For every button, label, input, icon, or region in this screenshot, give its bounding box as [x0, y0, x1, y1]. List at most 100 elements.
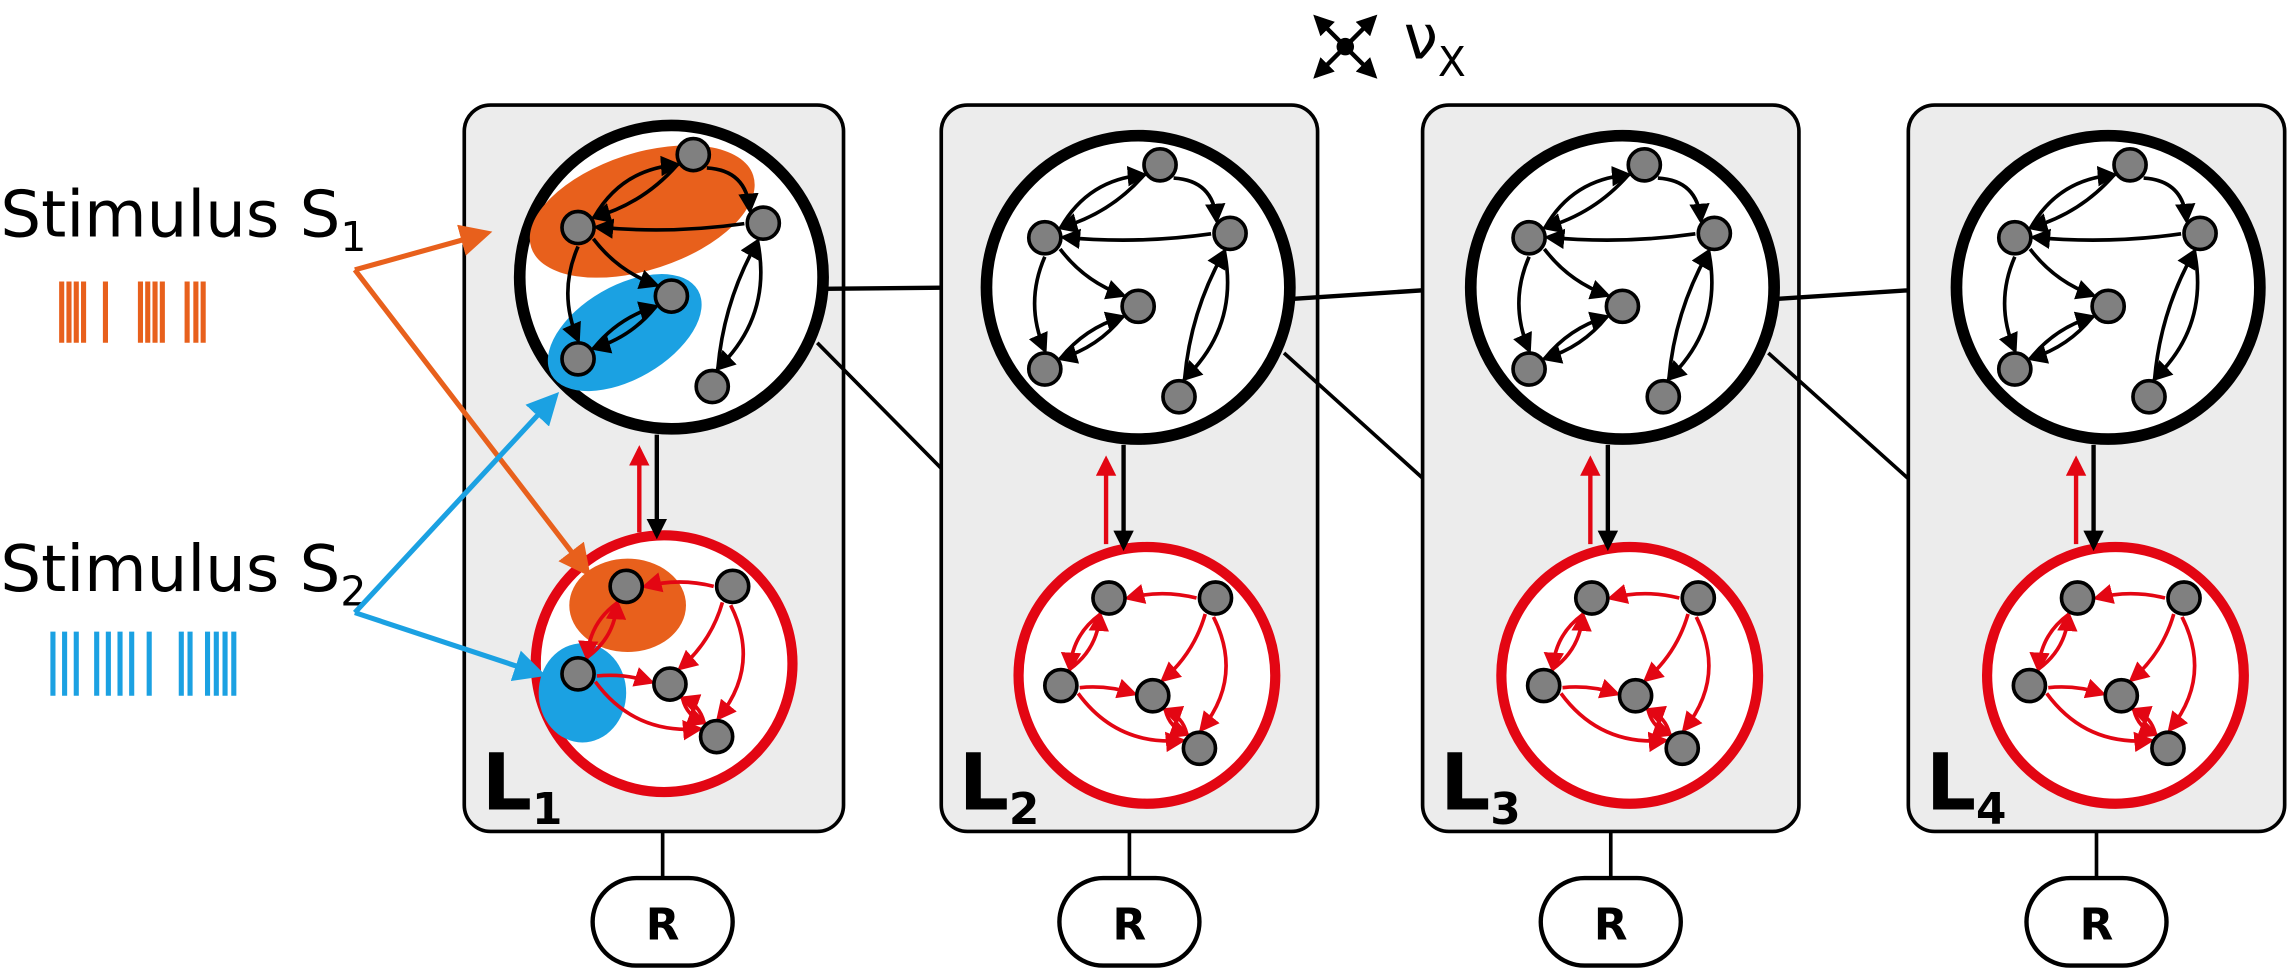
edge — [2029, 311, 2097, 360]
noise-symbol: ν — [1404, 2, 1438, 73]
neuron — [1181, 730, 1218, 767]
assembly-s1 — [529, 145, 755, 278]
neuron — [1212, 215, 1248, 252]
layer-subscript: 1 — [532, 784, 562, 835]
edge — [1056, 173, 1146, 233]
edge — [1079, 678, 1138, 699]
neuron — [1026, 219, 1063, 256]
readout — [590, 875, 735, 968]
neuron — [652, 666, 688, 702]
edge — [586, 598, 627, 659]
neuron — [560, 340, 596, 377]
stimulus-label: Stimulus S1 — [0, 177, 366, 261]
edge — [2037, 610, 2078, 671]
edge — [1543, 228, 1696, 250]
neuron — [560, 656, 596, 692]
neuron — [2112, 146, 2148, 183]
neuron — [1604, 288, 1641, 325]
neuron — [560, 209, 596, 246]
neuron — [1525, 667, 1562, 704]
edge — [1058, 247, 1127, 300]
edge — [1681, 616, 1711, 733]
layer-letter: L — [959, 737, 1009, 829]
readout-label: R — [1113, 899, 1147, 950]
neuron — [1026, 351, 1063, 387]
readout — [2024, 875, 2169, 968]
neuron — [1511, 351, 1547, 387]
edge — [678, 694, 706, 723]
edge — [1542, 247, 1611, 300]
edge — [1076, 692, 1187, 753]
neuron — [1142, 146, 1178, 183]
edge — [593, 680, 704, 741]
neuron — [1091, 580, 1127, 616]
edge — [2092, 584, 2166, 604]
neuron — [2131, 378, 2167, 415]
neuron — [1617, 677, 1654, 714]
layer-subscript: 4 — [1976, 784, 2006, 835]
neuron — [1696, 215, 1733, 252]
edge — [1159, 613, 1207, 683]
edge — [2167, 616, 2197, 733]
edge — [1068, 610, 1110, 671]
neuron — [2090, 288, 2127, 325]
edge — [716, 604, 746, 721]
edge — [590, 163, 679, 223]
edge — [641, 572, 715, 593]
edge — [677, 601, 725, 671]
edge — [1513, 255, 1532, 354]
neuron — [698, 718, 735, 755]
neuron — [1996, 351, 2033, 387]
edge — [2026, 173, 2116, 233]
neuron — [2182, 215, 2218, 252]
edge — [592, 218, 745, 239]
neuron — [2059, 580, 2096, 616]
edge — [2151, 251, 2200, 382]
stimulus-arrow — [352, 392, 560, 615]
edge — [1059, 228, 1212, 250]
neuron — [2166, 580, 2202, 616]
edge — [2048, 678, 2107, 699]
neuron — [694, 368, 731, 405]
layer-label: L1 — [482, 737, 563, 836]
neuron — [1680, 580, 1717, 616]
noise-label: νX — [1404, 2, 1466, 86]
neuron — [1161, 378, 1197, 415]
edge — [562, 245, 581, 344]
readout-label: R — [646, 899, 680, 950]
layer-letter: L — [482, 737, 532, 829]
edge — [591, 237, 660, 290]
edge — [1551, 610, 1592, 671]
neuron — [1664, 730, 1701, 767]
edge — [1998, 255, 2018, 354]
layer-subscript: 2 — [1009, 784, 1039, 835]
edge — [1181, 251, 1230, 382]
edge — [1161, 705, 1189, 735]
neuron — [1996, 219, 2033, 256]
noise-icon — [1313, 14, 1378, 79]
neuron — [1134, 677, 1171, 714]
neuron — [714, 568, 751, 605]
neuron — [1645, 378, 1682, 415]
edge — [2045, 692, 2155, 753]
layer-label: L3 — [1440, 737, 1521, 836]
edge — [1198, 616, 1228, 733]
edge — [1642, 613, 1690, 683]
assembly-s2 — [538, 643, 627, 743]
edge — [1541, 173, 1630, 233]
neuron — [2011, 667, 2048, 704]
neuron — [1042, 667, 1079, 704]
edge — [596, 667, 655, 687]
neuron — [2150, 730, 2186, 767]
neuron — [745, 205, 782, 242]
neuron — [653, 278, 690, 314]
stimulus-text: Stimulus S — [0, 532, 340, 607]
stimulus-label: Stimulus S2 — [0, 532, 366, 616]
edge — [1559, 692, 1670, 753]
neuron — [675, 136, 712, 173]
layer-label: L4 — [1926, 737, 2007, 836]
edge — [592, 301, 660, 350]
edge — [1543, 311, 1611, 360]
edge — [1644, 705, 1672, 735]
